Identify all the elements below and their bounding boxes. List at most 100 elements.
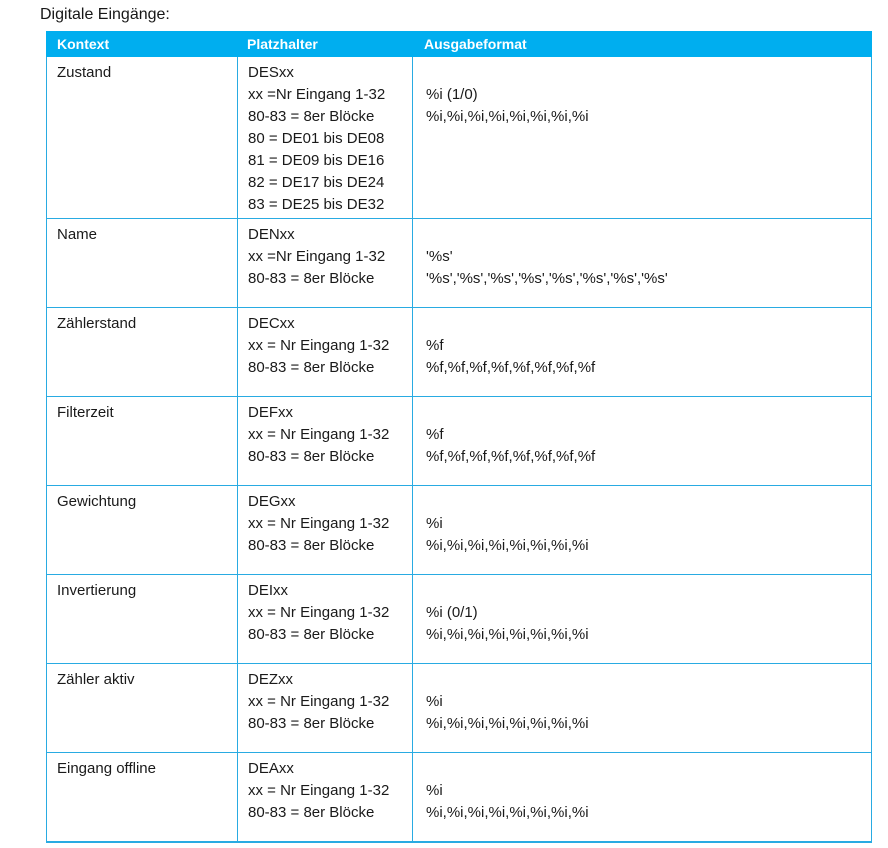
platzhalter-line: DEGxx [248, 493, 296, 510]
cell-platzhalter: DEFxx xx = Nr Eingang 1-32 80-83 = 8er Blö… [238, 397, 413, 485]
cell-platzhalter: DEIxx xx = Nr Eingang 1-32 80-83 = 8er Blö… [238, 575, 413, 663]
ausgabeformat-line [426, 402, 871, 424]
kontext-label: Zustand [57, 64, 112, 81]
cell-ausgabeformat: %i %i,%i,%i,%i,%i,%i,%i,%i [413, 664, 871, 752]
platzhalter-line: 80-83 = 8er Blöcke [248, 108, 375, 125]
ausgabeformat-line: '%s','%s','%s','%s','%s','%s','%s','%s' [426, 270, 668, 287]
table-body: Zustand DESxx xx =Nr Eingang 1-32 80-83 = … [46, 57, 872, 843]
cell-ausgabeformat: %f %f,%f,%f,%f,%f,%f,%f,%f [413, 397, 871, 485]
ausgabeformat-line: %f,%f,%f,%f,%f,%f,%f,%f [426, 359, 596, 376]
platzhalter-line: 80-83 = 8er Blöcke [248, 804, 375, 821]
platzhalter-line: DEAxx [248, 760, 294, 777]
table-header-row: Kontext Platzhalter Ausgabeformat [46, 31, 872, 57]
platzhalter-line: 81 = DE09 bis DE16 [248, 152, 385, 169]
cell-platzhalter: DEGxx xx = Nr Eingang 1-32 80-83 = 8er Blö… [238, 486, 413, 574]
platzhalter-line: 82 = DE17 bis DE24 [248, 174, 385, 191]
ausgabeformat-line [426, 491, 871, 513]
platzhalter-line: xx = Nr Eingang 1-32 [248, 693, 390, 710]
table-row: Eingang offline DEAxx xx = Nr Eingang 1-3… [47, 752, 871, 841]
platzhalter-line: 80-83 = 8er Blöcke [248, 537, 375, 554]
cell-ausgabeformat: %i %i,%i,%i,%i,%i,%i,%i,%i [413, 486, 871, 574]
ausgabeformat-line: %i [426, 782, 443, 799]
cell-ausgabeformat: %i (1/0) %i,%i,%i,%i,%i,%i,%i,%i [413, 57, 871, 218]
cell-platzhalter: DEZxx xx = Nr Eingang 1-32 80-83 = 8er Blö… [238, 664, 413, 752]
platzhalter-line: xx = Nr Eingang 1-32 [248, 604, 390, 621]
cell-ausgabeformat: %f %f,%f,%f,%f,%f,%f,%f,%f [413, 308, 871, 396]
table-row: Zähler aktiv DEZxx xx = Nr Eingang 1-32 80… [47, 663, 871, 752]
ausgabeformat-line: %i (0/1) [426, 604, 478, 621]
ausgabeformat-line [426, 758, 871, 780]
cell-kontext: Zählerstand [47, 308, 238, 396]
platzhalter-line: xx = Nr Eingang 1-32 [248, 515, 390, 532]
cell-platzhalter: DENxx xx =Nr Eingang 1-32 80-83 = 8er Blöc… [238, 219, 413, 307]
kontext-label: Name [57, 226, 98, 243]
ausgabeformat-line [426, 62, 871, 84]
table-row: Zählerstand DECxx xx = Nr Eingang 1-32 80-… [47, 307, 871, 396]
platzhalter-line: 83 = DE25 bis DE32 [248, 196, 385, 213]
ausgabeformat-line [426, 669, 871, 691]
ausgabeformat-line: %i [426, 515, 443, 532]
platzhalter-line: DEFxx [248, 404, 293, 421]
platzhalter-line: DEZxx [248, 671, 293, 688]
platzhalter-line: 80-83 = 8er Blöcke [248, 715, 375, 732]
cell-kontext: Invertierung [47, 575, 238, 663]
ausgabeformat-line: %i,%i,%i,%i,%i,%i,%i,%i [426, 626, 589, 643]
table-row: Gewichtung DEGxx xx = Nr Eingang 1-32 80-8… [47, 485, 871, 574]
ausgabeformat-line: %i,%i,%i,%i,%i,%i,%i,%i [426, 108, 589, 125]
table-row: Filterzeit DEFxx xx = Nr Eingang 1-32 80-8… [47, 396, 871, 485]
ausgabeformat-line [426, 580, 871, 602]
platzhalter-line: xx = Nr Eingang 1-32 [248, 426, 390, 443]
kontext-label: Zähler aktiv [57, 671, 135, 688]
ausgabeformat-line: %i,%i,%i,%i,%i,%i,%i,%i [426, 715, 589, 732]
cell-kontext: Filterzeit [47, 397, 238, 485]
ausgabeformat-line: %i,%i,%i,%i,%i,%i,%i,%i [426, 537, 589, 554]
ausgabeformat-line: %i (1/0) [426, 86, 478, 103]
ausgabeformat-line: %i [426, 693, 443, 710]
table-row: Zustand DESxx xx =Nr Eingang 1-32 80-83 = … [47, 57, 871, 218]
ausgabeformat-line: %f [426, 426, 444, 443]
platzhalter-line: 80-83 = 8er Blöcke [248, 359, 375, 376]
cell-platzhalter: DESxx xx =Nr Eingang 1-32 80-83 = 8er Blöc… [238, 57, 413, 218]
cell-kontext: Name [47, 219, 238, 307]
platzhalter-line: DESxx [248, 64, 294, 81]
kontext-label: Filterzeit [57, 404, 114, 421]
platzhalter-line: xx = Nr Eingang 1-32 [248, 337, 390, 354]
column-header-platzhalter: Platzhalter [247, 36, 318, 52]
platzhalter-line: DEIxx [248, 582, 289, 599]
cell-kontext: Eingang offline [47, 753, 238, 841]
cell-ausgabeformat: %i (0/1) %i,%i,%i,%i,%i,%i,%i,%i [413, 575, 871, 663]
ausgabeformat-line [426, 313, 871, 335]
cell-kontext: Gewichtung [47, 486, 238, 574]
ausgabeformat-line [426, 224, 871, 246]
ausgabeformat-line: '%s' [426, 248, 453, 265]
ausgabeformat-line: %i,%i,%i,%i,%i,%i,%i,%i [426, 804, 589, 821]
column-header-kontext: Kontext [57, 36, 110, 52]
cell-ausgabeformat: %i %i,%i,%i,%i,%i,%i,%i,%i [413, 753, 871, 841]
platzhalter-line: DECxx [248, 315, 295, 332]
ausgabeformat-line: %f [426, 337, 444, 354]
platzhalter-line: xx = Nr Eingang 1-32 [248, 782, 390, 799]
platzhalter-line: xx =Nr Eingang 1-32 [248, 248, 386, 265]
platzhalter-line: DENxx [248, 226, 295, 243]
column-header-ausgabeformat: Ausgabeformat [424, 36, 527, 52]
kontext-label: Gewichtung [57, 493, 137, 510]
platzhalter-line: 80-83 = 8er Blöcke [248, 270, 375, 287]
platzhalter-line: 80-83 = 8er Blöcke [248, 448, 375, 465]
kontext-label: Eingang offline [57, 760, 156, 777]
table-row: Name DENxx xx =Nr Eingang 1-32 80-83 = 8er… [47, 218, 871, 307]
kontext-label: Zählerstand [57, 315, 137, 332]
cell-platzhalter: DECxx xx = Nr Eingang 1-32 80-83 = 8er Blö… [238, 308, 413, 396]
page-title: Digitale Eingänge: [40, 6, 170, 23]
cell-kontext: Zähler aktiv [47, 664, 238, 752]
table-row: Invertierung DEIxx xx = Nr Eingang 1-32 80… [47, 574, 871, 663]
cell-platzhalter: DEAxx xx = Nr Eingang 1-32 80-83 = 8er Blö… [238, 753, 413, 841]
cell-ausgabeformat: '%s' '%s','%s','%s','%s','%s','%s','%s','… [413, 219, 871, 307]
kontext-label: Invertierung [57, 582, 137, 599]
cell-kontext: Zustand [47, 57, 238, 218]
platzhalter-line: 80-83 = 8er Blöcke [248, 626, 375, 643]
platzhalter-line: 80 = DE01 bis DE08 [248, 130, 385, 147]
platzhalter-line: xx =Nr Eingang 1-32 [248, 86, 386, 103]
digital-inputs-table: Kontext Platzhalter Ausgabeformat Zustan… [46, 31, 872, 843]
ausgabeformat-line: %f,%f,%f,%f,%f,%f,%f,%f [426, 448, 596, 465]
